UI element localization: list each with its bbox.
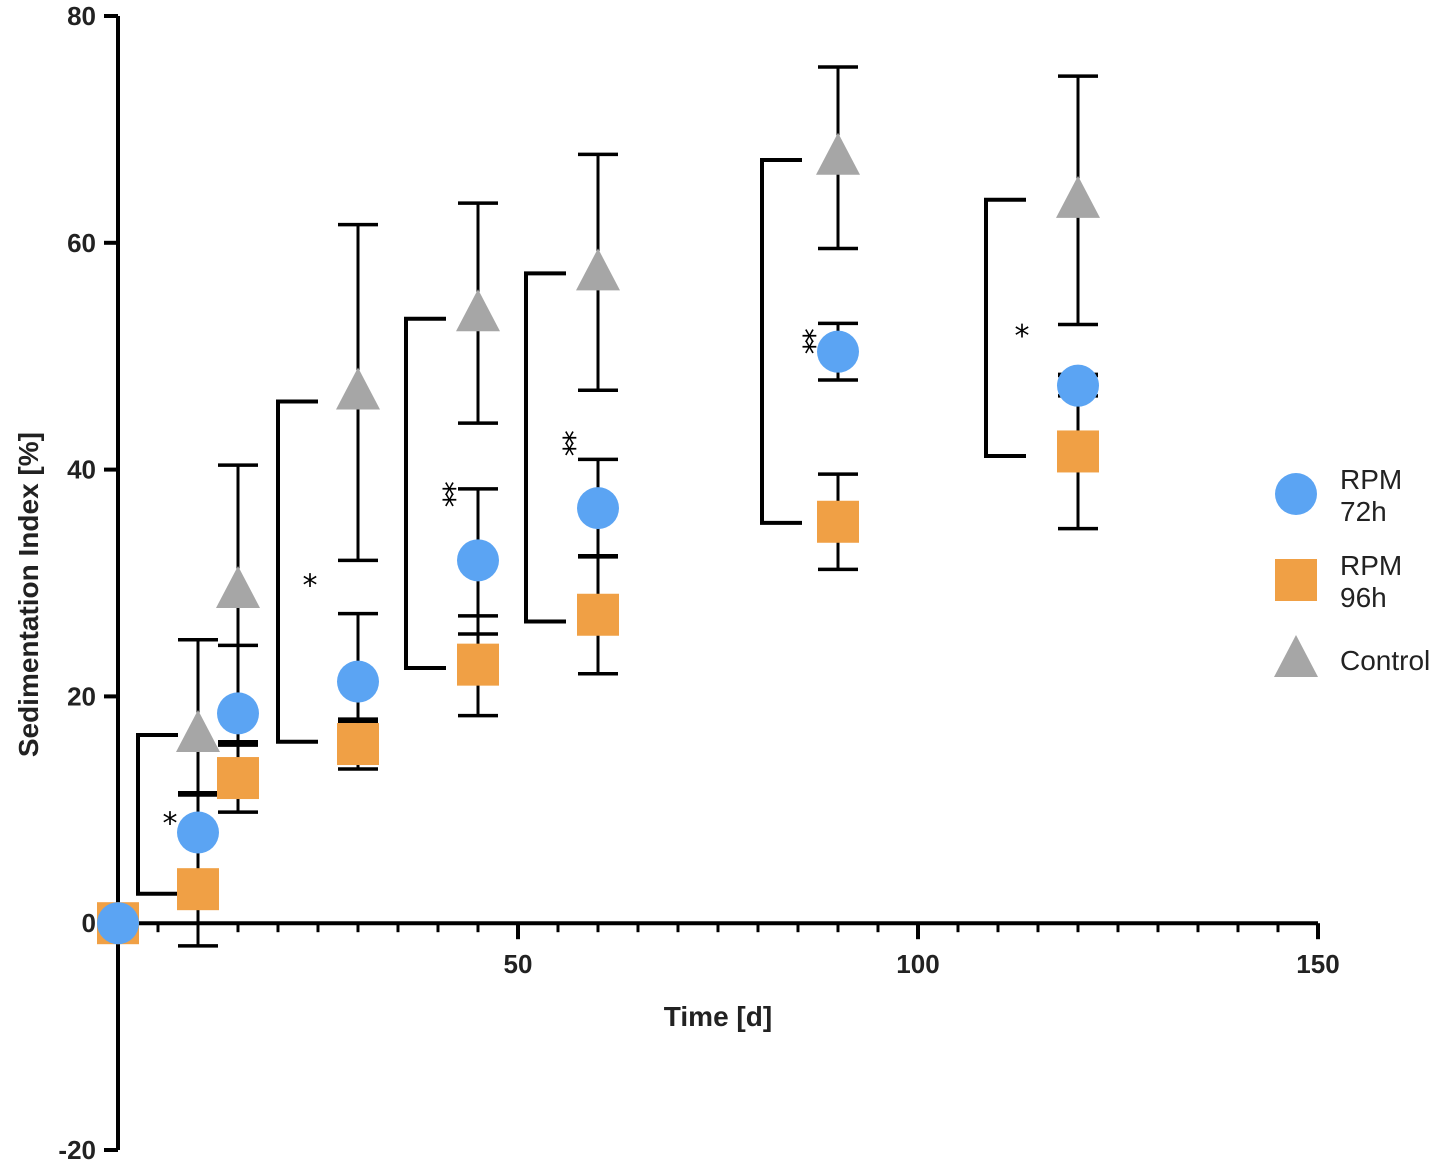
significance-label: ** (786, 328, 821, 354)
error-bars (178, 65, 1098, 948)
marker-triangle (1056, 175, 1100, 218)
y-tick-label: 20 (67, 681, 96, 711)
marker-square (577, 593, 619, 636)
marker-circle (177, 811, 219, 854)
marker-square (217, 757, 259, 800)
significance-label: ** (426, 481, 461, 507)
marker-circle (337, 660, 379, 703)
marker-square (177, 868, 219, 911)
significance-label: * (163, 806, 178, 841)
legend-label: RPM (1340, 550, 1402, 581)
x-axis-title: Time [d] (664, 1001, 772, 1032)
significance-bracket (404, 316, 446, 671)
marker-circle (817, 330, 859, 373)
data-markers (97, 132, 1100, 945)
marker-triangle (576, 248, 620, 291)
x-tick-label: 50 (504, 949, 533, 979)
axes: -20 0 20 40 60 80 50 100 150 Time [d] Sedimentatio… (13, 1, 1340, 1165)
x-tick-label: 100 (896, 949, 939, 979)
significance-label: ** (546, 430, 581, 456)
marker-circle (97, 902, 139, 945)
legend-label: Control (1340, 645, 1430, 676)
significance-bracket (524, 271, 566, 624)
marker-circle (1057, 364, 1099, 407)
marker-triangle (176, 709, 220, 752)
significance-bracket (136, 732, 178, 896)
marker-circle (217, 692, 259, 735)
marker-triangle (816, 132, 860, 175)
y-tick-label: -20 (58, 1135, 96, 1165)
legend-label: 72h (1340, 496, 1387, 527)
y-tick-label: 60 (67, 228, 96, 258)
marker-square (457, 643, 499, 686)
legend-label: RPM (1340, 464, 1402, 495)
marker-circle (457, 539, 499, 582)
marker-triangle (336, 367, 380, 410)
y-axis-title: Sedimentation Index [%] (13, 432, 44, 757)
x-tick-label: 150 (1296, 949, 1339, 979)
significance-label: * (303, 568, 318, 603)
marker-square (1057, 430, 1099, 473)
y-tick-label: 40 (67, 455, 96, 485)
legend-label: 96h (1340, 582, 1387, 613)
marker-circle (577, 487, 619, 530)
legend-marker-triangle (1274, 635, 1318, 677)
significance-label: * (1015, 319, 1030, 354)
significance-bracket (276, 399, 318, 744)
y-tick-label: 0 (82, 908, 96, 938)
legend-marker-circle (1275, 473, 1317, 515)
significance-bracket (760, 158, 802, 525)
legend-marker-square (1275, 559, 1317, 601)
marker-triangle (456, 289, 500, 332)
significance-bracket (984, 197, 1026, 458)
y-tick-label: 80 (67, 1, 96, 31)
significance-brackets: ******** * (136, 158, 1030, 896)
marker-square (337, 723, 379, 766)
marker-triangle (216, 565, 260, 608)
marker-square (817, 500, 859, 543)
